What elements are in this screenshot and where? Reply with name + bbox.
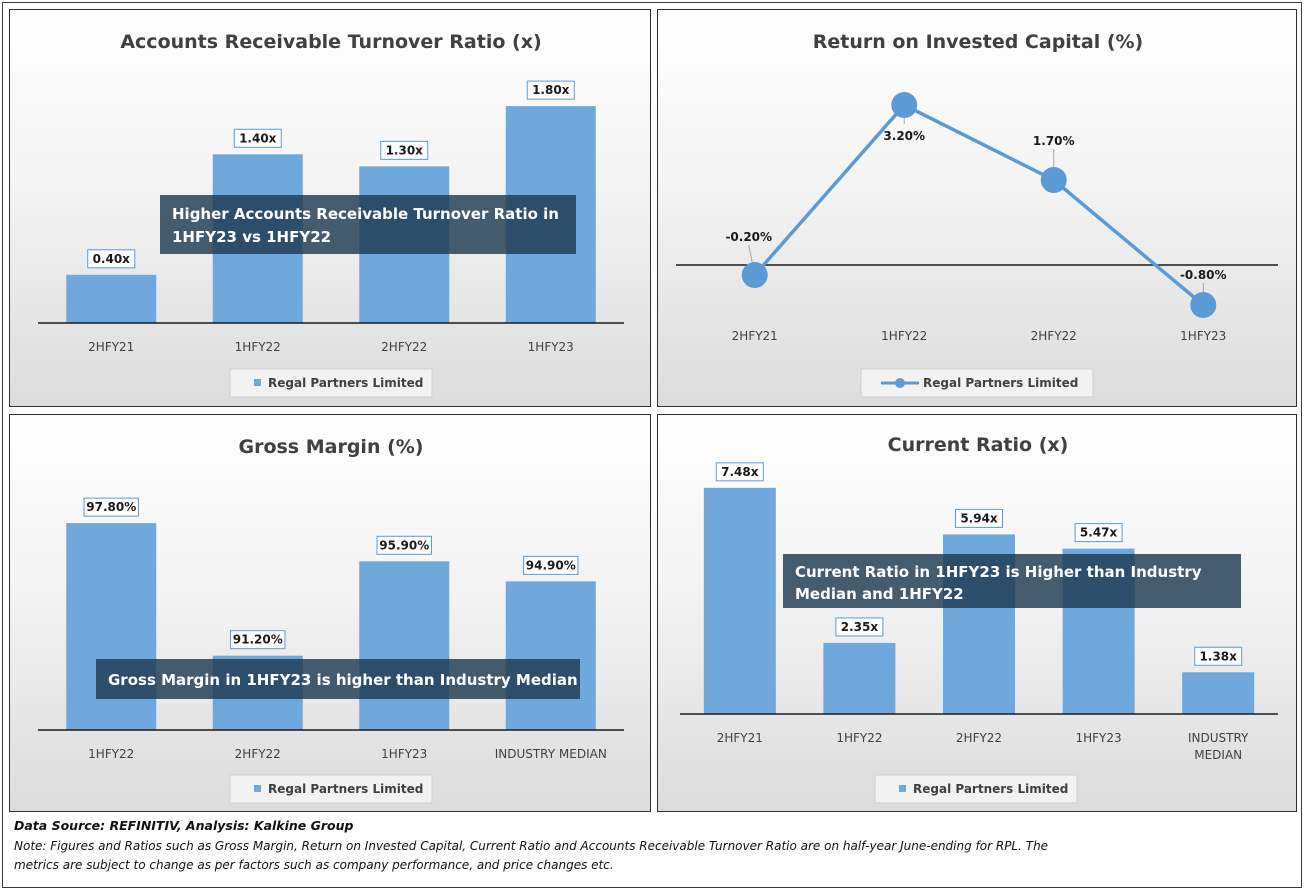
gm-svg: Gross Margin (%) 97.80% 1HFY22 91.20% 2HFY22…	[38, 436, 624, 804]
data-label-1-box	[230, 630, 286, 650]
ar-svg: Accounts Receivable Turnover Ratio (x) 0.…	[38, 31, 624, 398]
annotation-text-2: 1HFY23 vs 1HFY22	[172, 228, 331, 246]
x-tick-1: 1HFY22	[235, 340, 281, 354]
data-label-0: 97.80%	[86, 500, 136, 514]
x-tick-3: 1HFY23	[1180, 329, 1226, 343]
x-tick-2: 2HFY22	[381, 340, 427, 354]
data-label-0: 7.48x	[721, 465, 759, 479]
data-label-3: 5.47x	[1080, 526, 1118, 540]
legend-label: Regal Partners Limited	[913, 782, 1068, 796]
data-label-1: 1.40x	[239, 131, 277, 145]
bar-3	[505, 581, 596, 730]
data-label-2: 5.94x	[960, 511, 998, 525]
data-label-3: 94.90%	[526, 558, 576, 572]
roic-svg: Return on Invested Capital (%) -0.20% 2HFY…	[676, 31, 1278, 398]
data-label-1: 91.20%	[233, 633, 283, 647]
x-tick-0: 2HFY21	[732, 329, 778, 343]
annotation-text-2: Median and 1HFY22	[795, 585, 964, 603]
bar-0	[66, 274, 157, 323]
point-0	[741, 262, 768, 288]
chart-title: Gross Margin (%)	[238, 436, 423, 458]
x-tick-3: 1HFY23	[528, 340, 574, 354]
point-2	[1040, 167, 1067, 193]
bar-2	[359, 561, 450, 730]
x-tick-2: 2HFY22	[1031, 329, 1077, 343]
data-label-0-box	[715, 462, 764, 482]
data-label-1-box	[233, 128, 282, 148]
bar-0	[703, 487, 776, 714]
legend-label: Regal Partners Limited	[268, 376, 423, 390]
cr-svg: Current Ratio (x) 7.48x 2HFY21 2.35x 1HFY22 5…	[680, 434, 1278, 804]
legend-box	[229, 774, 433, 804]
x-tick-4-line2: MEDIAN	[1194, 748, 1242, 762]
annotation-box	[96, 659, 580, 699]
legend-swatch	[254, 785, 261, 792]
annotation-text-1: Higher Accounts Receivable Turnover Rati…	[172, 205, 559, 223]
legend-swatch	[254, 379, 261, 386]
data-label-2-box	[380, 140, 429, 160]
chart-title: Accounts Receivable Turnover Ratio (x)	[120, 31, 541, 53]
annotation-text-1: Current Ratio in 1HFY23 is Higher than I…	[795, 563, 1202, 581]
legend-box	[229, 368, 433, 398]
x-tick-3: INDUSTRY MEDIAN	[495, 747, 607, 761]
footer: Data Source: REFINITIV, Analysis: Kalkin…	[14, 818, 1294, 875]
legend-label: Regal Partners Limited	[923, 376, 1078, 390]
data-label-3-box	[523, 555, 579, 575]
data-label-3-box	[1074, 523, 1123, 543]
bar-4	[1182, 672, 1255, 714]
accounts-receivable-chart-panel: Accounts Receivable Turnover Ratio (x) 0.…	[9, 9, 651, 407]
bar-1	[823, 642, 896, 714]
note-line-2: metrics are subject to change as per fac…	[14, 858, 614, 872]
data-label-2-box	[376, 535, 432, 555]
data-label-0-box	[83, 497, 139, 517]
data-label-0: 0.40x	[93, 252, 131, 266]
data-label-1: 3.20%	[883, 129, 925, 143]
x-tick-0: 2HFY21	[88, 340, 134, 354]
x-tick-4: INDUSTRY	[1188, 731, 1249, 745]
x-tick-1: 1HFY22	[836, 731, 882, 745]
x-tick-1: 2HFY22	[235, 747, 281, 761]
x-tick-0: 1HFY22	[88, 747, 134, 761]
data-label-2: 1.30x	[386, 143, 424, 157]
legend-box	[874, 774, 1078, 804]
data-label-2: 1.70%	[1033, 134, 1075, 148]
current-ratio-chart-panel: Current Ratio (x) 7.48x 2HFY21 2.35x 1HFY22 5…	[657, 414, 1297, 812]
point-1	[891, 92, 918, 118]
chart-title: Current Ratio (x)	[888, 434, 1069, 456]
data-label-2-box	[955, 508, 1003, 528]
roic-chart-panel: Return on Invested Capital (%) -0.20% 2HFY…	[657, 9, 1297, 407]
data-label-1: 2.35x	[841, 620, 879, 634]
data-label-0: -0.20%	[725, 230, 772, 244]
x-tick-1: 1HFY22	[881, 329, 927, 343]
data-label-3: 1.80x	[532, 83, 570, 97]
annotation-text-1: Gross Margin in 1HFY23 is higher than In…	[108, 671, 578, 689]
x-tick-2: 2HFY22	[956, 731, 1002, 745]
x-tick-0: 2HFY21	[717, 731, 763, 745]
data-label-4: 1.38x	[1200, 649, 1238, 663]
note-line-1: Note: Figures and Ratios such as Gross M…	[14, 839, 1049, 853]
annotation-box	[783, 554, 1241, 608]
data-label-3-box	[526, 80, 575, 100]
data-label-2: 95.90%	[379, 538, 429, 552]
legend-marker	[895, 378, 905, 388]
annotation-box	[160, 195, 576, 254]
data-label-1-box	[835, 617, 884, 637]
legend-label: Regal Partners Limited	[268, 782, 423, 796]
point-3	[1190, 292, 1217, 318]
legend-swatch	[899, 785, 906, 792]
gross-margin-chart-panel: Gross Margin (%) 97.80% 1HFY22 91.20% 2HFY22…	[9, 414, 651, 812]
roic-series-line	[753, 102, 1205, 307]
data-source-text: Data Source: REFINITIV, Analysis: Kalkin…	[14, 818, 354, 833]
data-label-4-box	[1194, 646, 1243, 666]
x-tick-3: 1HFY23	[1076, 731, 1122, 745]
data-label-0-box	[87, 249, 136, 269]
chart-title: Return on Invested Capital (%)	[813, 31, 1144, 53]
data-label-3: -0.80%	[1180, 268, 1227, 282]
x-tick-2: 1HFY23	[381, 747, 427, 761]
